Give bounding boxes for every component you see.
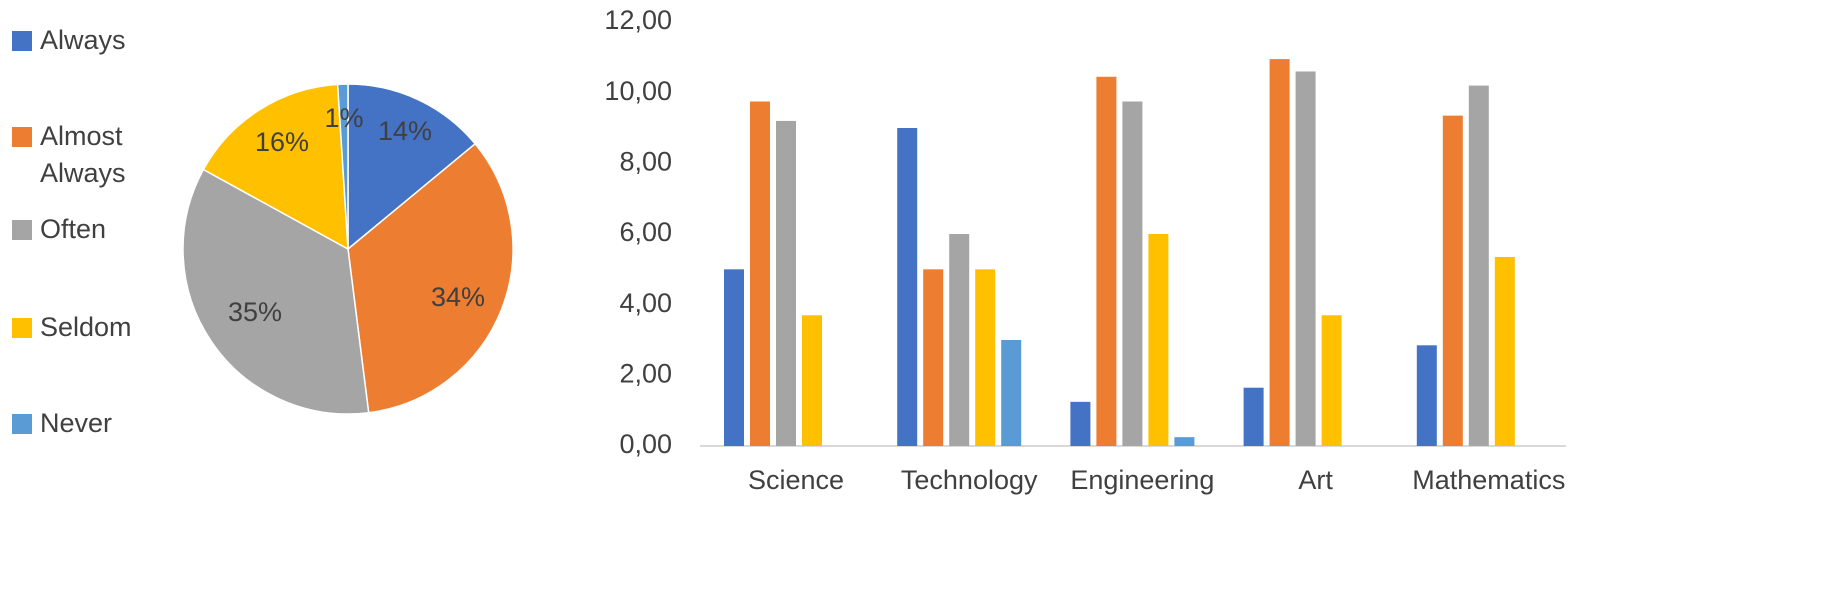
y-tick-label: 6,00 [619, 217, 672, 247]
pie-label-never: 1% [324, 103, 363, 133]
y-tick-label: 0,00 [619, 429, 672, 459]
pie-slice-always [347, 83, 477, 251]
bar-science-seldom [802, 315, 822, 446]
bar-science-always [724, 269, 744, 446]
bar-technology-almost-always [923, 269, 944, 446]
x-category-label: Science [748, 465, 844, 495]
bar-engineering-often [1122, 101, 1143, 446]
pie-label-seldom: 16% [255, 127, 309, 157]
bar-science-often [776, 120, 796, 446]
pie-slice-often [182, 168, 370, 415]
legend-swatch [12, 31, 32, 51]
pie-chart: 14% 34% 35% 16% 1% [182, 83, 514, 415]
x-category-label: Technology [901, 465, 1038, 495]
y-tick-label: 4,00 [619, 288, 672, 318]
legend-item-almost-always: Almost Always [12, 118, 160, 192]
pie-label-often: 35% [228, 297, 282, 327]
x-category-label: Mathematics [1412, 465, 1565, 495]
pie-label-almost-always: 34% [431, 282, 485, 312]
bar-engineering-seldom [1148, 234, 1169, 446]
pie-slice-never [336, 83, 349, 250]
legend-label: Always [40, 25, 126, 55]
bar-engineering-always [1070, 401, 1091, 446]
bar-mathematics-seldom [1494, 256, 1515, 446]
legend-label: Almost Always [40, 121, 126, 188]
legend-swatch [12, 220, 32, 240]
legend-swatch [12, 318, 32, 338]
legend-item-always: Always [12, 22, 160, 59]
bar-mathematics-often [1468, 85, 1489, 446]
bar-technology-seldom [975, 269, 996, 446]
bar-technology-always [897, 128, 918, 446]
bar-engineering-never [1174, 437, 1195, 446]
legend-label: Often [40, 214, 107, 244]
bar-art-seldom [1321, 315, 1342, 446]
y-tick-label: 2,00 [619, 358, 672, 388]
legend-label: Never [40, 408, 113, 438]
bar-art-often [1295, 71, 1316, 446]
y-tick-label: 10,00 [604, 76, 672, 106]
legend-item-seldom: Seldom [12, 309, 160, 346]
pie-slice-seldom [202, 83, 349, 251]
pie-label-always: 14% [378, 116, 432, 146]
legend-item-never: Never [12, 405, 160, 442]
bar-art-almost-always [1269, 59, 1290, 446]
y-tick-label: 12,00 [604, 5, 672, 35]
legend-label: Seldom [40, 312, 132, 342]
bar-art-always [1243, 387, 1264, 446]
x-category-label: Art [1298, 465, 1333, 495]
legend-swatch [12, 127, 32, 147]
bar-mathematics-almost-always [1442, 115, 1463, 446]
bar-science-almost-always [750, 101, 770, 446]
bar-engineering-almost-always [1096, 76, 1117, 447]
legend-item-often: Often [12, 211, 160, 248]
y-tick-label: 8,00 [619, 146, 672, 176]
pie-slice-almost-always [347, 142, 514, 414]
legend-swatch [12, 414, 32, 434]
bar-mathematics-always [1416, 345, 1437, 446]
bar-technology-never [1001, 340, 1022, 446]
x-category-label: Engineering [1070, 465, 1214, 495]
bar-technology-often [949, 234, 970, 446]
pie-legend: Always Almost Always Often Seldom Never [0, 0, 180, 589]
